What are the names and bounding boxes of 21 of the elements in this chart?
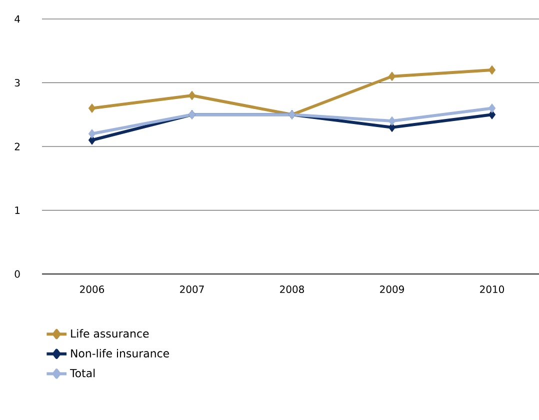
y-tick-label: 3: [14, 78, 20, 87]
y-tick-label: 0: [14, 270, 20, 278]
point: [488, 104, 496, 113]
x-tick-label: 2009: [380, 286, 404, 294]
point: [388, 116, 396, 126]
x-tick-label: 2010: [480, 286, 504, 294]
point: [488, 65, 496, 75]
legend-label: Total: [70, 368, 95, 378]
legend-label: Non-life insurance: [71, 348, 169, 358]
x-tick-label: 2006: [80, 286, 104, 294]
y-tick-label: 4: [14, 15, 20, 23]
point: [88, 104, 96, 113]
point: [188, 90, 196, 100]
x-tick-label: 2008: [280, 286, 304, 294]
legend-label: Life assurance: [71, 329, 149, 338]
point: [388, 122, 396, 132]
y-tick-label: 1: [15, 206, 20, 214]
y-tick-label: 2: [14, 142, 20, 150]
x-tick-label: 2007: [180, 286, 204, 294]
point: [88, 129, 96, 138]
point: [388, 72, 396, 82]
